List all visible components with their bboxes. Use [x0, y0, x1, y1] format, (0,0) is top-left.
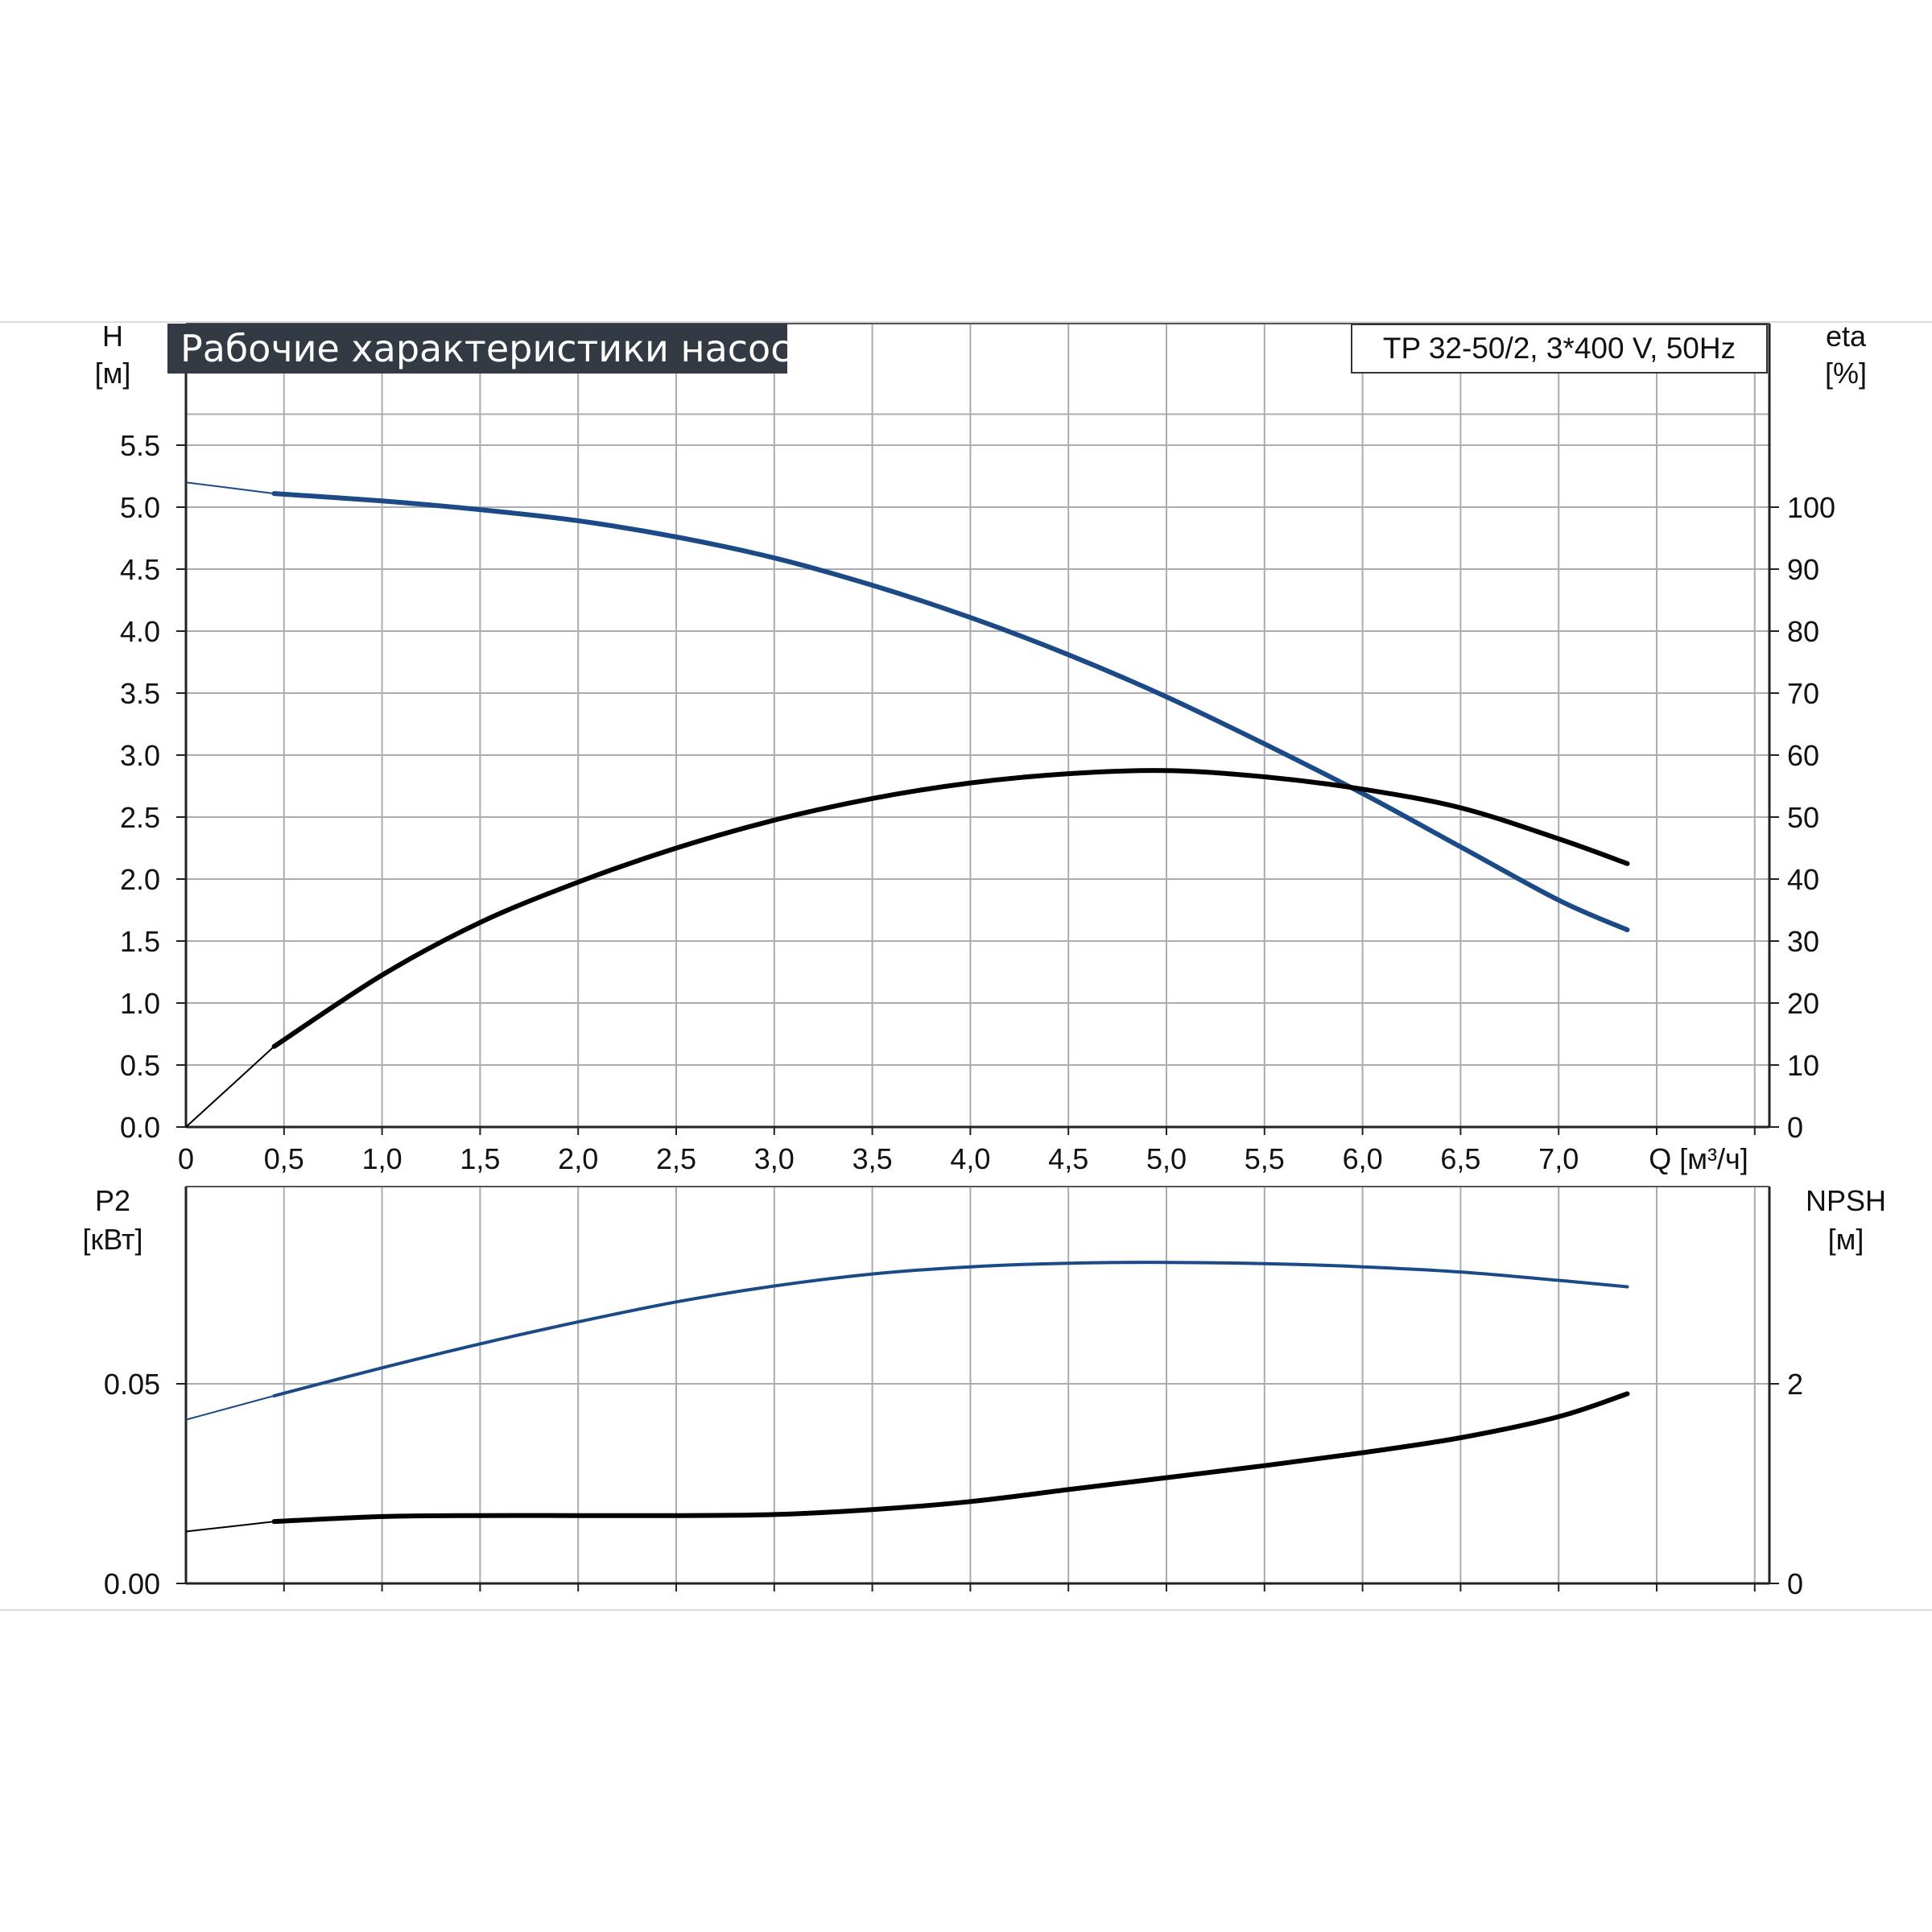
- left-axis-title: H: [102, 320, 123, 353]
- right-tick-label: 100: [1787, 491, 1835, 524]
- left-tick-label: 4.0: [120, 615, 160, 648]
- left-tick-label: 5.5: [120, 429, 160, 462]
- right-tick-label: 40: [1787, 863, 1819, 896]
- x-tick-label: 2,0: [558, 1142, 598, 1175]
- curve-0-0: [271, 491, 1630, 933]
- curve-1-1: [271, 1391, 1630, 1525]
- right-tick-label: 50: [1787, 801, 1819, 834]
- left-tick-label: 1.5: [120, 925, 160, 958]
- curve-start-0-0: [185, 481, 275, 495]
- right-axis-title: eta: [1826, 320, 1867, 353]
- x-tick-label: 5,0: [1146, 1142, 1187, 1175]
- left-axis-title: P2: [95, 1184, 130, 1217]
- x-tick-label: 3,5: [852, 1142, 893, 1175]
- right-tick-label: 0: [1787, 1111, 1803, 1144]
- left-tick-label: 3.0: [120, 739, 160, 772]
- x-tick-label: 3,0: [754, 1142, 795, 1175]
- right-tick-label: 30: [1787, 925, 1819, 958]
- left-tick-label: 3.5: [120, 677, 160, 710]
- left-tick-label: 1.0: [120, 987, 160, 1020]
- x-tick-label: 2,5: [656, 1142, 696, 1175]
- left-tick-label: 4.5: [120, 553, 160, 586]
- right-axis-title: NPSH: [1806, 1184, 1886, 1217]
- right-tick-label: 0: [1787, 1567, 1803, 1600]
- right-tick-label: 90: [1787, 553, 1819, 586]
- x-tick-label: 6,0: [1343, 1142, 1383, 1175]
- grid-layer: [186, 324, 1769, 1583]
- left-tick-label: 0.0: [120, 1111, 160, 1144]
- label-layer: 0.0 0.5 1.0 1.5 2.0 2.5 3.0 3.5 4.0 4.5 5.0 5.5 0 10 2…: [82, 320, 1886, 1600]
- right-tick-label: 70: [1787, 677, 1819, 710]
- curve-start-0-1: [185, 1046, 275, 1128]
- curve-start-1-1: [185, 1521, 275, 1533]
- left-axis-unit: [кВт]: [82, 1223, 142, 1256]
- pump-model-label: TP 32-50/2, 3*400 V, 50Hz: [1351, 324, 1768, 374]
- x-tick-label: 0,5: [264, 1142, 304, 1175]
- x-tick-label: 4,5: [1048, 1142, 1088, 1175]
- curve-1-0: [272, 1261, 1629, 1397]
- left-tick-label: 2.5: [120, 801, 160, 834]
- right-axis-unit: [%]: [1825, 357, 1867, 390]
- x-axis-title: Q [м³/ч]: [1649, 1142, 1748, 1175]
- left-tick-label: 0.00: [104, 1567, 160, 1600]
- x-tick-label: 1,0: [362, 1142, 402, 1175]
- x-tick-label: 7,0: [1538, 1142, 1579, 1175]
- x-tick-label: 5,5: [1245, 1142, 1285, 1175]
- x-tick-label: 4,0: [950, 1142, 990, 1175]
- right-tick-label: 2: [1787, 1368, 1803, 1401]
- left-axis-unit: [м]: [95, 357, 131, 390]
- x-tick-label: 6,5: [1440, 1142, 1480, 1175]
- right-tick-label: 20: [1787, 987, 1819, 1020]
- left-tick-label: 2.0: [120, 863, 160, 896]
- chart-title: Рабочие характеристики насоса: [167, 324, 814, 374]
- left-tick-label: 5.0: [120, 491, 160, 524]
- right-tick-label: 60: [1787, 739, 1819, 772]
- right-axis-unit: [м]: [1828, 1223, 1864, 1256]
- curve-start-1-0: [185, 1394, 275, 1421]
- right-tick-label: 10: [1787, 1049, 1819, 1082]
- x-tick-label: 0: [178, 1142, 194, 1175]
- curve-layer: [185, 481, 1630, 1533]
- left-tick-label: 0.5: [120, 1049, 160, 1082]
- right-tick-label: 80: [1787, 615, 1819, 648]
- x-tick-label: 1,5: [460, 1142, 500, 1175]
- curve-0-1: [271, 768, 1630, 1049]
- left-tick-label: 0.05: [104, 1368, 160, 1401]
